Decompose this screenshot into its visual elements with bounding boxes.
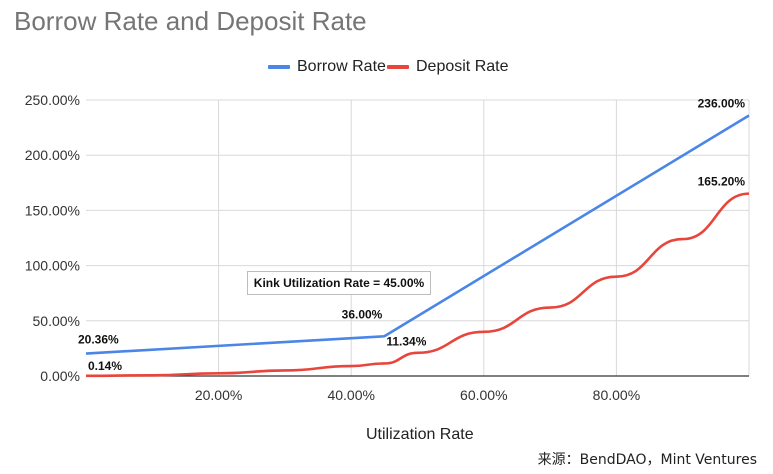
legend-label-deposit: Deposit Rate [416, 58, 509, 75]
x-tick-label: 80.00% [593, 387, 640, 403]
y-tick-label: 100.00% [25, 258, 80, 274]
legend-item-deposit-rate[interactable]: Deposit Rate [387, 58, 509, 76]
legend-item-borrow-rate[interactable]: Borrow Rate [268, 58, 386, 76]
x-tick-label: 20.00% [195, 387, 242, 403]
series-line-borrow-rate [85, 114, 750, 355]
series-line-deposit-rate [85, 192, 750, 378]
legend-swatch-deposit [387, 65, 409, 69]
legend-swatch-borrow [268, 65, 290, 69]
data-label: 20.36% [78, 333, 119, 347]
data-label: 165.20% [698, 175, 746, 189]
legend-label-borrow: Borrow Rate [297, 58, 386, 75]
kink-annotation-box: Kink Utilization Rate = 45.00% [247, 271, 431, 295]
data-label: 236.00% [698, 96, 746, 110]
y-tick-label: 50.00% [33, 313, 80, 329]
source-note: 来源：BendDAO，Mint Ventures [537, 452, 757, 468]
x-axis-title: Utilization Rate [366, 426, 474, 443]
y-tick-label: 150.00% [25, 202, 80, 218]
chart-title: Borrow Rate and Deposit Rate [14, 6, 367, 36]
y-tick-label: 0.00% [40, 368, 80, 384]
y-tick-label: 200.00% [25, 147, 80, 163]
data-label: 11.34% [386, 334, 426, 348]
x-tick-label: 60.00% [460, 387, 507, 403]
data-label: 0.14% [88, 359, 122, 373]
x-tick-label: 40.00% [327, 387, 374, 403]
y-tick-label: 250.00% [25, 92, 80, 108]
data-label: 36.00% [342, 307, 383, 321]
